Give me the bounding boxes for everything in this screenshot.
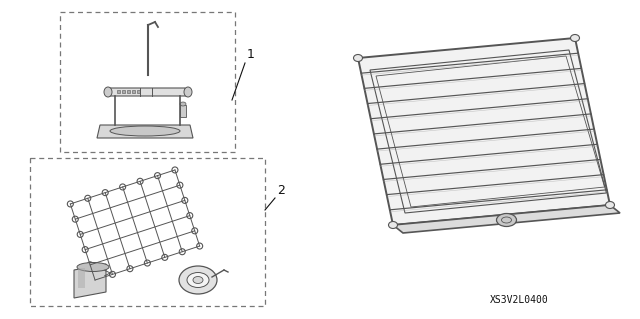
Bar bbox=[132, 90, 135, 93]
Ellipse shape bbox=[497, 213, 516, 226]
Bar bbox=[78, 268, 85, 288]
Ellipse shape bbox=[179, 266, 217, 294]
Ellipse shape bbox=[180, 102, 186, 106]
Bar bbox=[137, 90, 140, 93]
Polygon shape bbox=[74, 264, 106, 298]
Bar bbox=[122, 90, 125, 93]
Text: XS3V2L0400: XS3V2L0400 bbox=[490, 295, 548, 305]
Bar bbox=[180, 105, 186, 117]
Ellipse shape bbox=[353, 55, 362, 62]
Bar bbox=[117, 90, 120, 93]
Polygon shape bbox=[107, 88, 188, 96]
Polygon shape bbox=[393, 205, 620, 233]
Ellipse shape bbox=[388, 221, 397, 228]
Ellipse shape bbox=[605, 202, 614, 209]
Bar bbox=[127, 90, 130, 93]
Text: 1: 1 bbox=[247, 48, 255, 62]
Ellipse shape bbox=[110, 126, 180, 136]
Ellipse shape bbox=[77, 263, 109, 271]
Ellipse shape bbox=[570, 34, 579, 41]
Polygon shape bbox=[97, 125, 193, 138]
Ellipse shape bbox=[104, 87, 112, 97]
Text: 2: 2 bbox=[277, 183, 285, 197]
Ellipse shape bbox=[193, 277, 203, 284]
Ellipse shape bbox=[184, 87, 192, 97]
Ellipse shape bbox=[187, 272, 209, 287]
Polygon shape bbox=[358, 38, 610, 225]
